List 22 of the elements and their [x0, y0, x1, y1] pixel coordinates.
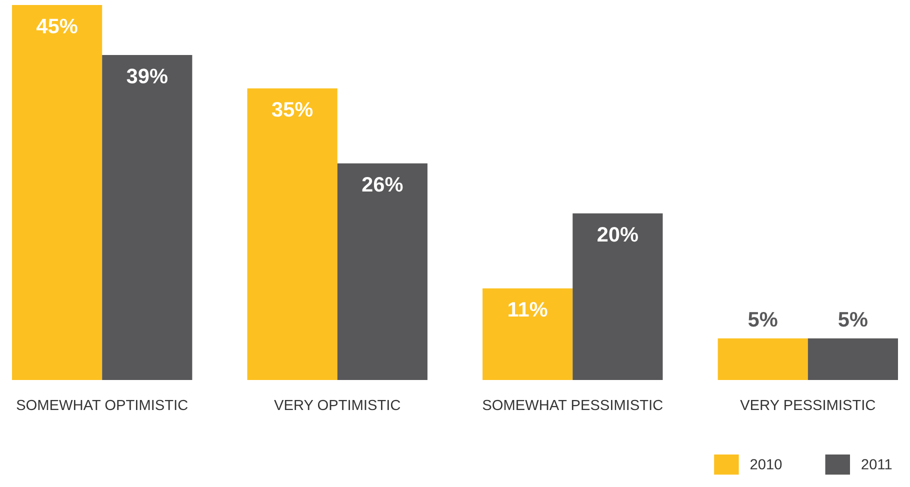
x-tick-label: SOMEWHAT OPTIMISTIC — [16, 400, 188, 410]
x-tick-label: VERY PESSIMISTIC — [740, 400, 876, 410]
data-label: 5% — [748, 312, 778, 327]
legend-label: 2010 — [750, 459, 782, 470]
bar — [718, 338, 808, 380]
bar — [12, 5, 102, 380]
x-tick-label: VERY OPTIMISTIC — [274, 400, 400, 410]
data-label: 45% — [36, 18, 78, 34]
bar — [247, 88, 338, 380]
x-tick-label: SOMEWHAT PESSIMISTIC — [482, 400, 663, 410]
data-label: 39% — [126, 68, 168, 84]
data-label: 20% — [598, 227, 638, 242]
data-label: 11% — [508, 302, 548, 317]
bar — [572, 213, 663, 380]
bar — [102, 55, 192, 380]
legend-label: 2011 — [862, 459, 892, 470]
bar — [808, 338, 898, 380]
data-label: 35% — [272, 102, 313, 117]
data-label: 5% — [838, 312, 868, 327]
data-label: 26% — [362, 177, 403, 192]
bar — [337, 163, 428, 380]
bar — [482, 288, 573, 380]
